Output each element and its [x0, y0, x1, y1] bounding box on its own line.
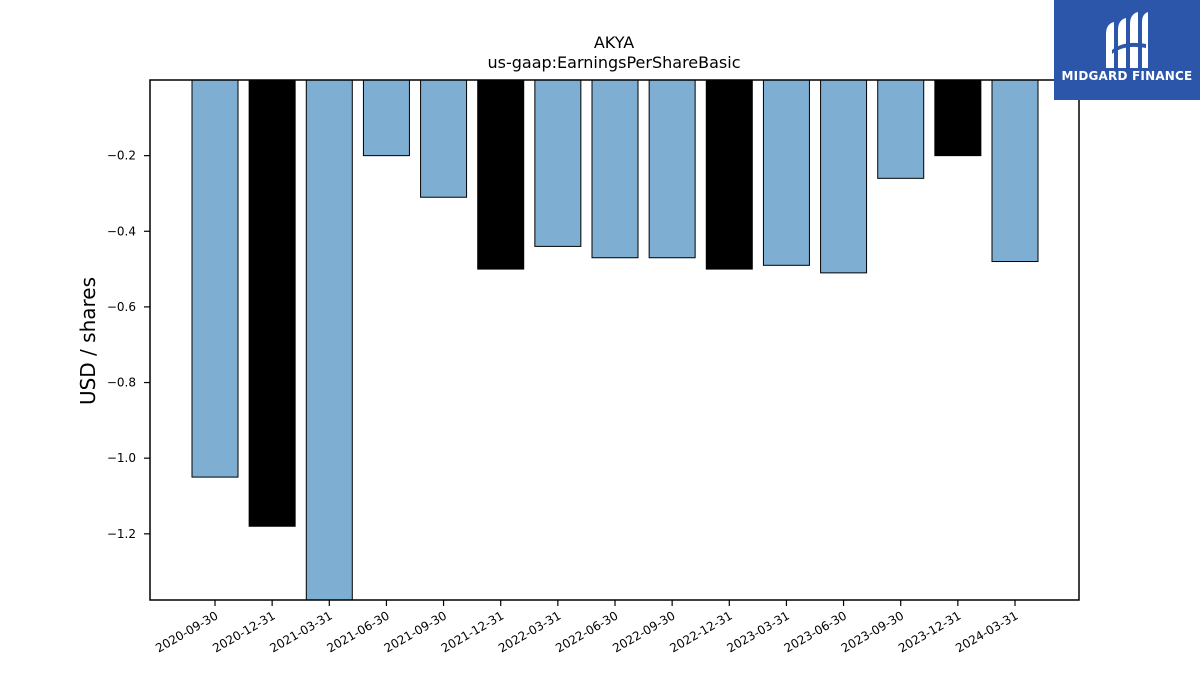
- x-tick-label: 2021-03-31: [267, 608, 334, 655]
- x-tick-label: 2022-09-30: [610, 608, 677, 655]
- x-tick-label: 2021-09-30: [382, 608, 449, 655]
- x-tick-label: 2024-03-31: [953, 608, 1020, 655]
- bar-2023-03-31: [762, 79, 810, 266]
- y-tick-label: −0.6: [107, 300, 136, 314]
- y-tick-label: −0.4: [107, 224, 136, 238]
- chart-title: AKYA: [594, 33, 634, 52]
- bar-2021-06-30: [362, 79, 410, 157]
- x-tick-label: 2023-03-31: [725, 608, 792, 655]
- bar-2022-12-31: [705, 79, 753, 270]
- x-tick-label: 2022-06-30: [553, 608, 620, 655]
- brand-logo: MIDGARD FINANCE: [1054, 0, 1200, 100]
- bar-2023-09-30: [877, 79, 925, 179]
- y-tick-label: −1.0: [107, 451, 136, 465]
- bar-2021-09-30: [420, 79, 468, 198]
- x-tick-label: 2020-09-30: [153, 608, 220, 655]
- midgard-logo-icon: [1106, 12, 1148, 68]
- bar-2021-12-31: [477, 79, 525, 270]
- y-ticks-group: −0.2 −0.4 −0.6 −0.8 −1.0 −1.2: [107, 149, 150, 541]
- x-tick-label: 2021-12-31: [439, 608, 506, 655]
- x-tick-label: 2023-06-30: [782, 608, 849, 655]
- bar-2020-12-31: [248, 79, 296, 527]
- x-tick-label: 2020-12-31: [210, 608, 277, 655]
- bar-2022-09-30: [648, 79, 696, 259]
- bar-2021-03-31: [305, 79, 353, 601]
- bar-2023-12-31: [934, 79, 982, 157]
- bar-2024-03-31: [991, 79, 1039, 263]
- x-tick-label: 2021-06-30: [325, 608, 392, 655]
- plot-frame: [149, 79, 1080, 601]
- y-axis-label: USD / shares: [76, 277, 100, 405]
- bar-2022-03-31: [534, 79, 582, 247]
- x-tick-label: 2022-12-31: [667, 608, 734, 655]
- y-tick-label: −0.2: [107, 149, 136, 163]
- bar-2020-09-30: [191, 79, 239, 478]
- x-tick-label: 2023-09-30: [839, 608, 906, 655]
- bar-2022-06-30: [591, 79, 639, 259]
- chart-subtitle: us-gaap:EarningsPerShareBasic: [487, 53, 740, 72]
- x-tick-label: 2023-12-31: [896, 608, 963, 655]
- x-tick-label: 2022-03-31: [496, 608, 563, 655]
- bar-2023-06-30: [820, 79, 868, 274]
- x-ticks-group: 2020-09-302020-12-312021-03-312021-06-30…: [153, 600, 1021, 655]
- bars-group: [191, 79, 1039, 601]
- y-tick-label: −1.2: [107, 527, 136, 541]
- brand-name: MIDGARD FINANCE: [1061, 69, 1193, 83]
- y-tick-label: −0.8: [107, 376, 136, 390]
